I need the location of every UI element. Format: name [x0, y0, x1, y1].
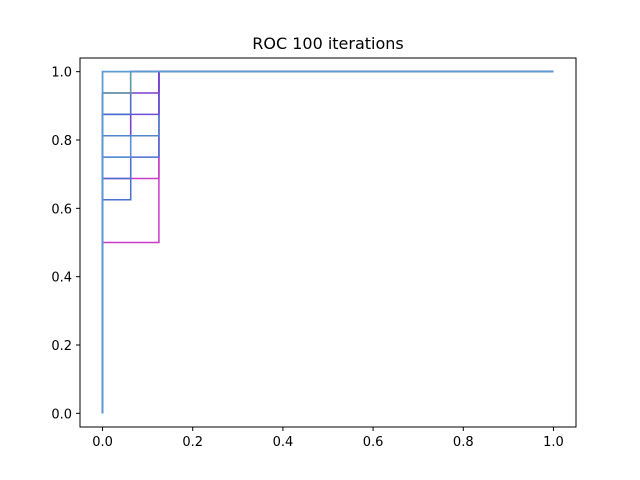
axes-frame — [79, 57, 577, 428]
y-axis: 0.0 0.2 0.4 0.6 0.8 1.0 — [51, 66, 80, 422]
y-tick-label: 0.6 — [51, 202, 72, 217]
y-tick-label: 0.8 — [51, 134, 72, 149]
y-tick-label: 0.4 — [51, 271, 72, 286]
x-tick-label: 0.2 — [182, 435, 203, 450]
x-tick-label: 1.0 — [543, 435, 564, 450]
chart-title: ROC 100 iterations — [252, 34, 404, 53]
series-layer — [101, 70, 554, 414]
y-tick-label: 0.0 — [51, 407, 72, 422]
roc-curve-14 — [101, 70, 554, 414]
x-tick-label: 0.4 — [273, 435, 294, 450]
x-tick-label: 0.6 — [363, 435, 384, 450]
x-tick-label: 0.0 — [92, 435, 113, 450]
axes-background — [80, 58, 576, 427]
y-tick-label: 0.2 — [51, 339, 72, 354]
x-tick-label: 0.8 — [453, 435, 474, 450]
x-axis: 0.0 0.2 0.4 0.6 0.8 1.0 — [92, 427, 564, 450]
y-tick-label: 1.0 — [51, 66, 72, 81]
plot-area: 0.0 0.2 0.4 0.6 0.8 1.0 0.0 0.2 0.4 0.6 0.8 1.0 — [51, 57, 577, 450]
